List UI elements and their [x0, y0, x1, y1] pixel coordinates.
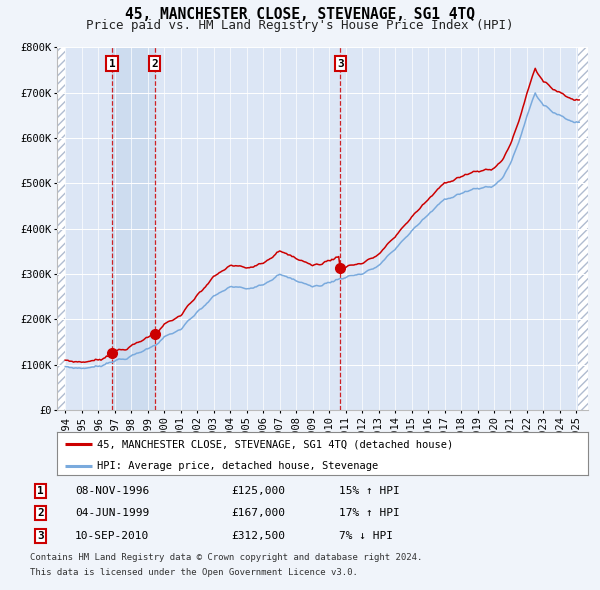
Text: £312,500: £312,500 [231, 531, 285, 540]
Text: 45, MANCHESTER CLOSE, STEVENAGE, SG1 4TQ (detached house): 45, MANCHESTER CLOSE, STEVENAGE, SG1 4TQ… [97, 440, 453, 450]
Text: Contains HM Land Registry data © Crown copyright and database right 2024.: Contains HM Land Registry data © Crown c… [30, 553, 422, 562]
Text: HPI: Average price, detached house, Stevenage: HPI: Average price, detached house, Stev… [97, 461, 378, 471]
Text: £125,000: £125,000 [231, 486, 285, 496]
Text: 08-NOV-1996: 08-NOV-1996 [75, 486, 149, 496]
Text: This data is licensed under the Open Government Licence v3.0.: This data is licensed under the Open Gov… [30, 568, 358, 577]
Bar [578, 47, 588, 410]
Text: 3: 3 [337, 58, 344, 68]
Text: 2: 2 [151, 58, 158, 68]
Text: 17% ↑ HPI: 17% ↑ HPI [339, 509, 400, 518]
Text: Price paid vs. HM Land Registry's House Price Index (HPI): Price paid vs. HM Land Registry's House … [86, 19, 514, 32]
Text: 3: 3 [37, 531, 44, 540]
Text: 2: 2 [37, 509, 44, 518]
Text: 7% ↓ HPI: 7% ↓ HPI [339, 531, 393, 540]
Text: £167,000: £167,000 [231, 509, 285, 518]
Text: 15% ↑ HPI: 15% ↑ HPI [339, 486, 400, 496]
Text: 10-SEP-2010: 10-SEP-2010 [75, 531, 149, 540]
Bar [57, 47, 65, 410]
Text: 04-JUN-1999: 04-JUN-1999 [75, 509, 149, 518]
Text: 45, MANCHESTER CLOSE, STEVENAGE, SG1 4TQ: 45, MANCHESTER CLOSE, STEVENAGE, SG1 4TQ [125, 7, 475, 22]
Text: 1: 1 [37, 486, 44, 496]
Text: 1: 1 [109, 58, 116, 68]
Bar [112, 47, 155, 410]
